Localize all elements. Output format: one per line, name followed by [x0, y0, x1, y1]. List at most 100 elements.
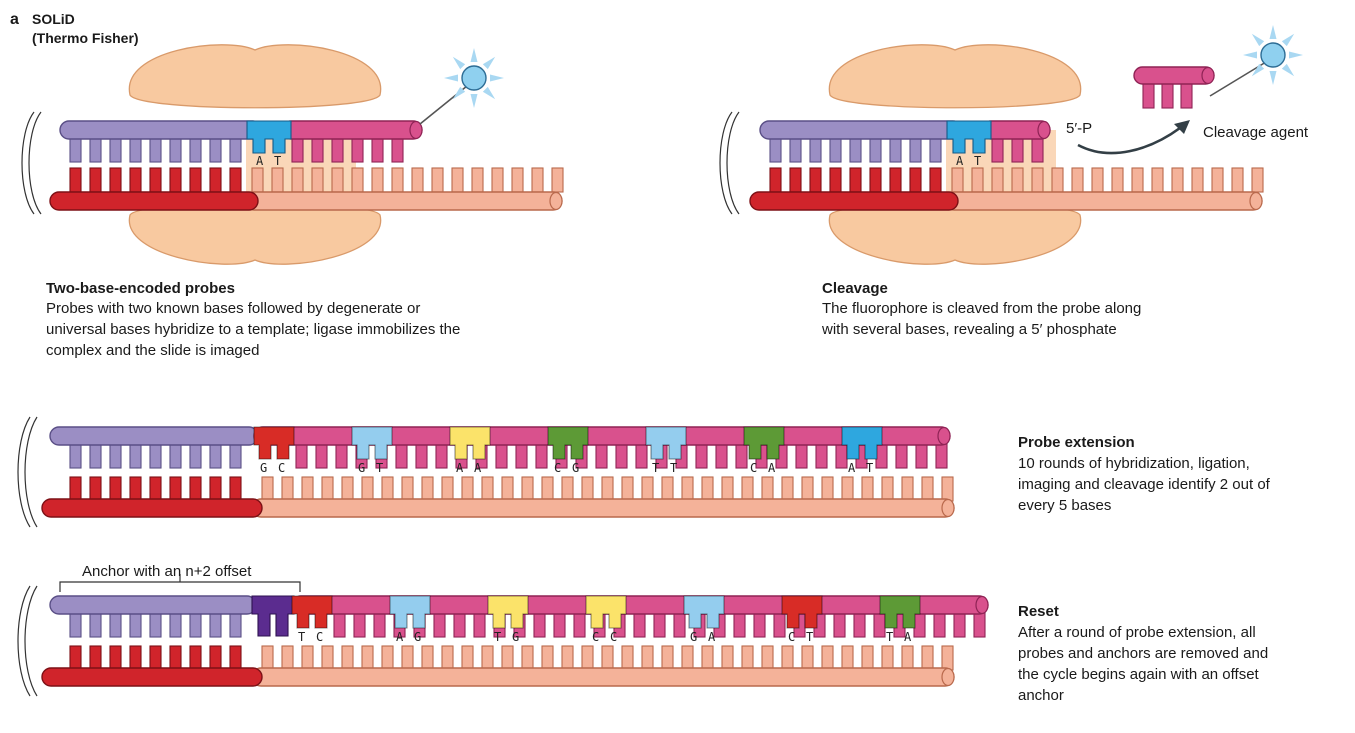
probe-tooth — [473, 612, 486, 638]
known-base-pair — [246, 120, 292, 154]
template-tooth — [441, 476, 454, 502]
strand-end — [409, 120, 423, 140]
template-tooth — [341, 476, 354, 502]
primer-tooth — [769, 167, 782, 193]
primer-strand — [41, 667, 263, 687]
known-base-pair — [547, 426, 589, 460]
anchor-tooth — [149, 443, 162, 469]
probe-tooth — [435, 443, 448, 469]
ligation-base-2: T — [274, 154, 281, 168]
template-tooth — [411, 167, 424, 193]
template-tooth — [1051, 167, 1064, 193]
template-break-mark — [24, 416, 38, 528]
reset-caption-line-4: anchor — [1018, 687, 1064, 704]
template-tooth — [391, 167, 404, 193]
template-tooth — [381, 645, 394, 671]
reset-diagram — [17, 585, 989, 697]
ligation-caption-title: Two-base-encoded probes — [46, 280, 235, 297]
primer-tooth — [69, 476, 82, 502]
probe-tooth — [595, 443, 608, 469]
template-tooth — [601, 476, 614, 502]
probe-tooth — [715, 443, 728, 469]
primer-tooth — [169, 645, 182, 671]
anchor-strand — [49, 426, 259, 446]
probe-tooth — [553, 612, 566, 638]
template-tooth — [371, 167, 384, 193]
template-tooth — [551, 167, 564, 193]
anchor-tooth — [169, 137, 182, 163]
primer-tooth — [109, 167, 122, 193]
ligation-diagram — [21, 44, 564, 265]
template-tooth — [741, 645, 754, 671]
template-tooth — [581, 476, 594, 502]
template-break-mark — [17, 585, 31, 697]
template-tooth — [521, 476, 534, 502]
template-tooth — [271, 167, 284, 193]
template-strand — [251, 667, 955, 687]
template-tooth — [841, 645, 854, 671]
primer-tooth — [109, 645, 122, 671]
anchor-tooth — [69, 612, 82, 638]
probe-tooth — [1031, 137, 1044, 163]
template-tooth — [781, 645, 794, 671]
extension-caption-line-2: imaging and cleavage identify 2 out of — [1018, 476, 1271, 493]
anchor-tooth — [129, 137, 142, 163]
base-letter: C — [316, 630, 323, 644]
known-base-pair — [351, 426, 393, 460]
ligation-caption-line-1: Probes with two known bases followed by … — [46, 300, 420, 317]
probe-tooth — [735, 443, 748, 469]
base-letter: T — [886, 630, 893, 644]
known-base-pair — [389, 595, 431, 629]
probe-tooth — [935, 443, 948, 469]
fluorescence-ray — [1281, 33, 1295, 47]
fluorescence-ray — [482, 86, 496, 100]
base-letter: A — [904, 630, 912, 644]
probe-tooth — [535, 443, 548, 469]
known-base-pair — [487, 595, 529, 629]
template-tooth — [401, 476, 414, 502]
template-tooth — [761, 645, 774, 671]
known-base-pair — [879, 595, 921, 629]
strand-end — [975, 595, 989, 615]
template-tooth — [1191, 167, 1204, 193]
base-letter: T — [652, 461, 659, 475]
template-tooth — [641, 476, 654, 502]
primer-tooth — [909, 167, 922, 193]
cleavage-panel: A T 5′-P Cleavage agent Cleavage The flu… — [719, 25, 1309, 338]
template-tooth — [821, 645, 834, 671]
fluorescence-ray — [470, 94, 478, 108]
fluorescence-ray — [1251, 33, 1265, 47]
primer-tooth — [109, 476, 122, 502]
primer-tooth — [69, 645, 82, 671]
fluorescence-ray — [490, 74, 504, 82]
template-tooth — [921, 476, 934, 502]
base-letter: G — [572, 461, 579, 475]
template-tooth — [1251, 167, 1264, 193]
fluorescence-ray — [452, 86, 466, 100]
anchor-tooth — [89, 443, 102, 469]
fluorophore — [461, 65, 487, 91]
probe-tooth — [653, 612, 666, 638]
strand-end — [941, 667, 955, 687]
anchor-offset-label: Anchor with an n+2 offset — [82, 563, 252, 580]
template-tooth — [1211, 167, 1224, 193]
anchor-strand — [759, 120, 963, 140]
figure-subtitle: (Thermo Fisher) — [32, 30, 139, 46]
template-tooth — [481, 645, 494, 671]
template-tooth — [1031, 167, 1044, 193]
known-base-pair — [841, 426, 883, 460]
ligation-caption-line-2: universal bases hybridize to a template;… — [46, 321, 460, 338]
probe-tooth — [933, 612, 946, 638]
known-base-pair — [449, 426, 491, 460]
template-tooth — [401, 645, 414, 671]
base-letter: C — [278, 461, 285, 475]
primer-tooth — [189, 645, 202, 671]
figure-title: SOLiD — [32, 11, 75, 27]
probe-tooth — [573, 612, 586, 638]
probe-tooth — [853, 612, 866, 638]
primer-tooth — [189, 476, 202, 502]
probe-tooth — [873, 612, 886, 638]
template-tooth — [561, 476, 574, 502]
